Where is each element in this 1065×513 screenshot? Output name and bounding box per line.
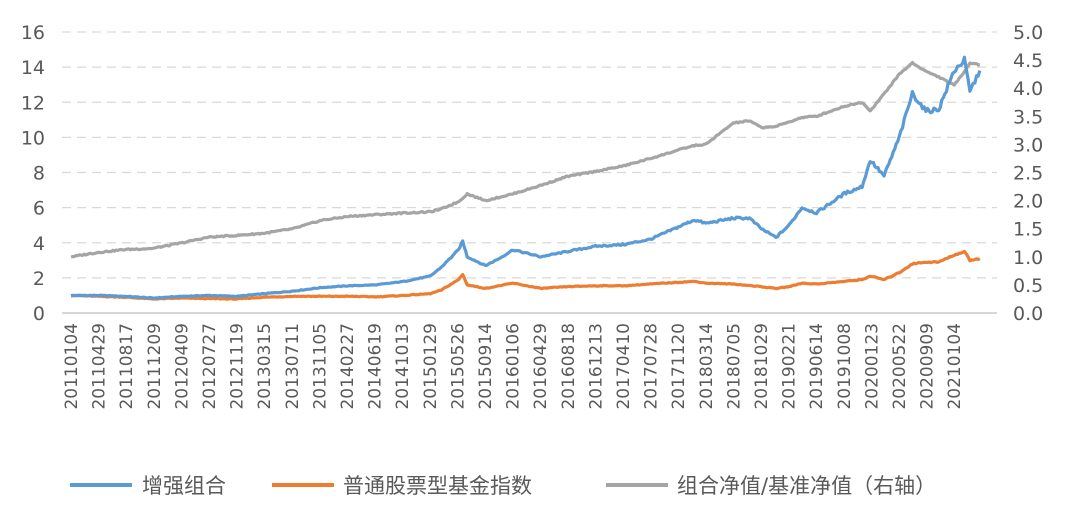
x-tick-label: 20161213 — [586, 323, 606, 410]
x-tick-label: 20150526 — [448, 323, 468, 410]
x-tick-label: 20130711 — [283, 323, 303, 410]
x-tick-label: 20160429 — [531, 323, 551, 410]
left-axis: 0 2 4 6 8 10 12 14 16 — [21, 22, 45, 325]
right-tick-label: 4.5 — [1013, 50, 1043, 72]
right-tick-label: 4.0 — [1013, 78, 1043, 100]
left-tick-label: 6 — [33, 198, 45, 220]
x-tick-label: 20140227 — [338, 323, 358, 410]
x-tick-label: 20120409 — [172, 323, 192, 410]
left-tick-label: 2 — [33, 268, 45, 290]
legend-label: 普通股票型基金指数 — [343, 474, 532, 498]
left-tick-label: 10 — [21, 127, 45, 149]
right-tick-label: 0.0 — [1013, 303, 1043, 325]
series-line — [70, 60, 981, 259]
x-tick-label: 20140619 — [366, 323, 386, 410]
left-tick-label: 16 — [21, 22, 45, 44]
x-tick-label: 20180314 — [697, 323, 717, 410]
gridlines — [62, 31, 997, 279]
x-tick-label: 20150129 — [421, 323, 441, 410]
right-tick-label: 1.5 — [1013, 219, 1043, 241]
x-tick-label: 20200909 — [918, 323, 938, 410]
x-tick-label: 20120727 — [200, 323, 220, 410]
right-tick-label: 3.5 — [1013, 106, 1043, 128]
x-tick-label: 20170410 — [614, 323, 634, 410]
x-tick-label: 20160818 — [559, 323, 579, 410]
x-tick-label: 20180705 — [724, 323, 744, 410]
series-line — [70, 55, 982, 300]
x-tick-label: 20171120 — [669, 323, 689, 410]
x-tick-label: 20160106 — [504, 323, 524, 410]
x-tick-label: 20150914 — [476, 323, 496, 410]
left-tick-label: 8 — [33, 163, 45, 185]
x-tick-label: 20110817 — [117, 323, 137, 410]
right-tick-label: 2.5 — [1013, 163, 1043, 185]
right-tick-label: 3.0 — [1013, 134, 1043, 156]
legend-label: 组合净值/基准净值（右轴） — [677, 474, 936, 498]
series-line — [71, 249, 981, 301]
x-tick-label: 20190221 — [780, 323, 800, 410]
x-tick-label: 20130315 — [255, 323, 275, 410]
x-tick-label: 20141013 — [393, 323, 413, 410]
x-tick-label: 20190614 — [807, 323, 827, 410]
x-tick-label: 20200522 — [890, 323, 910, 410]
x-tick-label: 20181029 — [752, 323, 772, 410]
x-tick-label: 20110104 — [62, 323, 82, 410]
legend: 增强组合 普通股票型基金指数 组合净值/基准净值（右轴） — [70, 474, 936, 498]
right-tick-label: 2.0 — [1013, 191, 1043, 213]
x-axis: 20110104 20110429 20110817 20111209 20120409… — [62, 323, 965, 410]
x-tick-label: 20121119 — [228, 323, 248, 410]
left-tick-label: 0 — [33, 303, 45, 325]
left-tick-label: 14 — [21, 57, 45, 79]
left-tick-label: 12 — [21, 92, 45, 114]
right-tick-label: 0.5 — [1013, 275, 1043, 297]
right-axis: 0.0 0.5 1.0 1.5 2.0 2.5 3.0 3.5 4.0 4.5 5.0 — [1013, 22, 1043, 325]
x-tick-label: 20170728 — [642, 323, 662, 410]
x-tick-label: 20200123 — [862, 323, 882, 410]
legend-label: 增强组合 — [142, 474, 226, 498]
x-tick-label: 20131105 — [310, 323, 330, 410]
series-lines — [70, 55, 982, 301]
x-tick-label: 20111209 — [145, 323, 165, 410]
x-tick-label: 20210104 — [945, 323, 965, 410]
right-tick-label: 1.0 — [1013, 247, 1043, 269]
right-tick-label: 5.0 — [1013, 22, 1043, 44]
x-tick-label: 20110429 — [90, 323, 110, 410]
x-tick-label: 20191008 — [835, 323, 855, 410]
left-tick-label: 4 — [33, 233, 45, 255]
